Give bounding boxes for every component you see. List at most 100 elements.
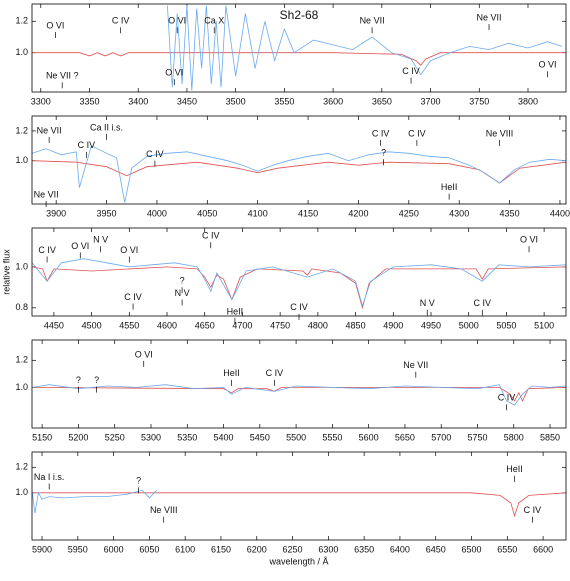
x-tick-label: 5250 <box>105 432 125 442</box>
line-label: O VI <box>168 16 186 26</box>
x-tick-label: 4700 <box>232 320 252 330</box>
x-tick-label: 5500 <box>286 432 306 442</box>
line-label: Ne VIII <box>486 128 514 138</box>
x-tick-label: 5600 <box>359 432 379 442</box>
line-label: Ca X <box>204 16 224 26</box>
x-tick-label: 6600 <box>533 544 553 554</box>
y-tick-label: 1.0 <box>15 47 28 57</box>
y-tick-label: 0.8 <box>15 302 28 312</box>
y-tick-label: 1.0 <box>15 487 28 497</box>
x-tick-label: 5000 <box>459 320 479 330</box>
spectrum-line <box>167 5 563 91</box>
x-tick-label: 6300 <box>318 544 338 554</box>
spectrum-line <box>32 160 566 184</box>
x-tick-label: 6400 <box>390 544 410 554</box>
plot-frame <box>31 227 567 317</box>
x-tick-label: 4600 <box>157 320 177 330</box>
plot-frame <box>31 115 567 205</box>
x-tick-label: 6250 <box>283 544 303 554</box>
line-label: Ca II i.s. <box>90 122 123 132</box>
line-label: ? <box>381 148 386 158</box>
line-label: ? <box>76 375 81 385</box>
line-label: Ne VIII <box>150 505 178 515</box>
x-tick-label: 4300 <box>449 208 469 218</box>
x-tick-label: 4500 <box>82 320 102 330</box>
spectrum-line <box>32 492 566 518</box>
line-label: Ne VII <box>403 360 428 370</box>
x-tick-label: 4550 <box>119 320 139 330</box>
x-tick-label: 3400 <box>128 96 148 106</box>
x-tick-label: 6550 <box>497 544 517 554</box>
line-label: Na I i.s. <box>34 472 65 482</box>
line-label: Ne VII ? <box>46 71 79 81</box>
line-label: C IV <box>266 368 284 378</box>
line-label: C IV <box>290 302 308 312</box>
x-tick-label: 5550 <box>322 432 342 442</box>
spectrum-line <box>32 489 157 514</box>
line-label: N V <box>420 298 435 308</box>
x-axis-label: wavelength / Å <box>268 556 328 566</box>
spectrum-line <box>32 145 566 203</box>
x-tick-label: 6050 <box>139 544 159 554</box>
x-tick-label: 3300 <box>31 96 51 106</box>
x-tick-label: 4450 <box>44 320 64 330</box>
spectrum-line <box>32 266 566 310</box>
line-label: N V <box>175 288 190 298</box>
y-tick-label: 1.0 <box>15 382 28 392</box>
line-label: C IV <box>202 231 220 241</box>
x-tick-label: 4750 <box>270 320 290 330</box>
x-tick-label: 3650 <box>372 96 392 106</box>
x-tick-label: 6450 <box>426 544 446 554</box>
x-tick-label: 4650 <box>195 320 215 330</box>
x-tick-label: 4250 <box>399 208 419 218</box>
x-tick-label: 5150 <box>32 432 52 442</box>
y-tick-label: 1.2 <box>15 355 28 365</box>
line-label: HeII <box>506 464 523 474</box>
spectrum-line <box>32 258 566 308</box>
y-tick-label: 1.2 <box>15 125 28 135</box>
x-tick-label: 5450 <box>250 432 270 442</box>
line-label: HeII <box>223 368 240 378</box>
plot-frame <box>31 339 567 429</box>
x-tick-label: 5350 <box>177 432 197 442</box>
x-tick-label: 3600 <box>323 96 343 106</box>
x-tick-label: 6150 <box>211 544 231 554</box>
line-label: O VI <box>165 68 183 78</box>
x-tick-label: 3800 <box>518 96 538 106</box>
line-label: Ne VII <box>360 16 385 26</box>
y-tick-label: 1.2 <box>15 462 28 472</box>
line-label: C IV <box>146 149 164 159</box>
line-label: C IV <box>78 140 96 150</box>
x-tick-label: 5750 <box>467 432 487 442</box>
y-axis-label: relative flux <box>1 249 11 295</box>
line-label: C IV <box>372 128 390 138</box>
line-label: O VI <box>520 235 538 245</box>
x-tick-label: 5050 <box>496 320 516 330</box>
line-label: C IV <box>38 245 56 255</box>
x-tick-label: 4350 <box>500 208 520 218</box>
x-tick-label: 4400 <box>550 208 570 218</box>
x-tick-label: 3900 <box>46 208 66 218</box>
line-label: ? <box>136 476 141 486</box>
x-tick-label: 4050 <box>197 208 217 218</box>
x-tick-label: 4850 <box>346 320 366 330</box>
line-label: Ne VII <box>34 189 59 199</box>
x-tick-label: 6350 <box>354 544 374 554</box>
line-label: C IV <box>498 393 516 403</box>
x-tick-label: 6200 <box>247 544 267 554</box>
y-tick-label: 1.0 <box>15 155 28 165</box>
y-tick-label: 1.2 <box>15 16 28 26</box>
line-label: ? <box>180 276 185 286</box>
x-tick-label: 4200 <box>348 208 368 218</box>
x-tick-label: 4950 <box>421 320 441 330</box>
x-tick-label: 3750 <box>469 96 489 106</box>
line-label: Ne VII <box>37 125 62 135</box>
plot-frame <box>31 451 567 541</box>
x-tick-label: 6000 <box>104 544 124 554</box>
x-tick-label: 3450 <box>177 96 197 106</box>
x-tick-label: 3550 <box>274 96 294 106</box>
x-tick-label: 5800 <box>504 432 524 442</box>
x-tick-label: 5700 <box>431 432 451 442</box>
line-label: O VI <box>120 245 138 255</box>
x-tick-label: 4900 <box>383 320 403 330</box>
